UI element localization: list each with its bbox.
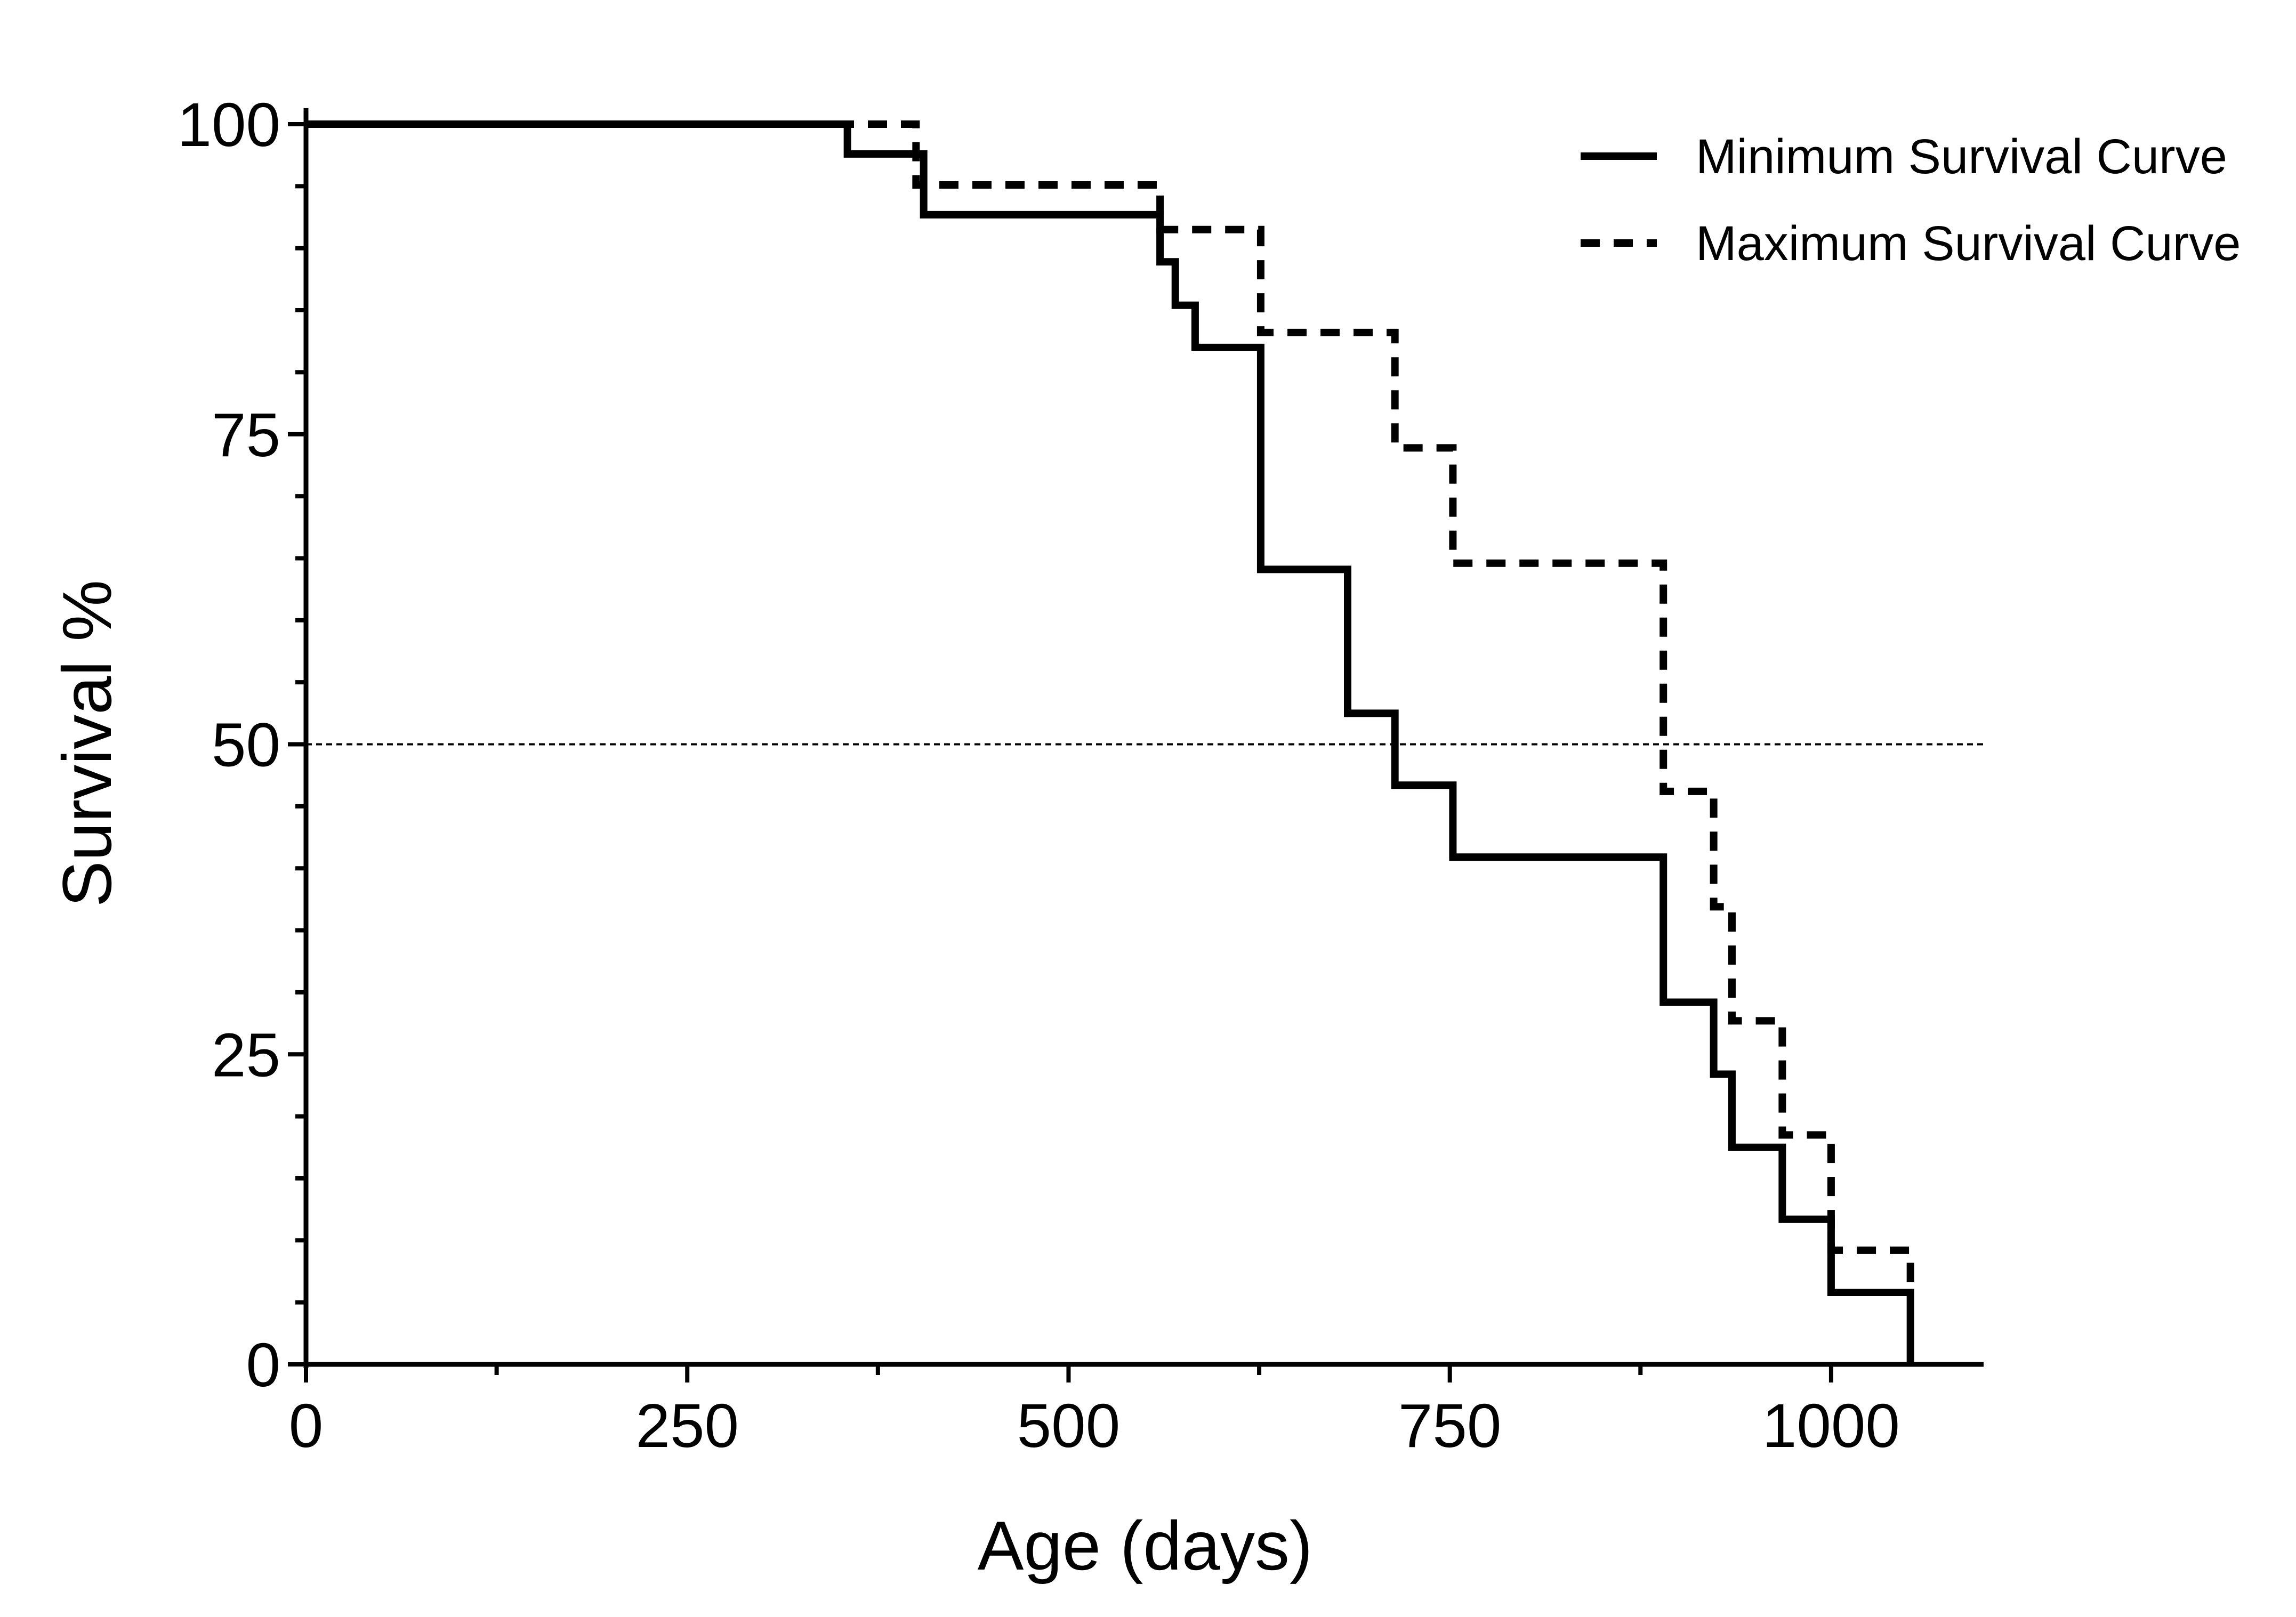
legend-label-minimum: Minimum Survival Curve — [1696, 130, 2227, 184]
legend-label-maximum: Maximum Survival Curve — [1696, 216, 2241, 271]
x-tick-label: 500 — [1017, 1391, 1121, 1460]
y-tick-label: 75 — [212, 400, 280, 470]
axes-layer — [288, 108, 1984, 1382]
x-tick-label: 0 — [289, 1391, 324, 1460]
x-tick-label: 1000 — [1762, 1391, 1900, 1460]
y-axis-title: Survival % — [48, 580, 126, 907]
y-tick-label: 25 — [212, 1020, 280, 1089]
x-tick-label: 750 — [1398, 1391, 1502, 1460]
x-axis-title: Age (days) — [978, 1507, 1313, 1584]
series-line-maximum — [306, 120, 1914, 1290]
y-tick-label: 0 — [246, 1330, 280, 1400]
series-layer — [306, 120, 1914, 1364]
legend: Minimum Survival Curve Maximum Survival … — [1581, 130, 2241, 271]
x-tick-label: 250 — [635, 1391, 739, 1460]
y-tick-label: 100 — [177, 90, 280, 159]
y-tick-label: 50 — [212, 710, 280, 780]
